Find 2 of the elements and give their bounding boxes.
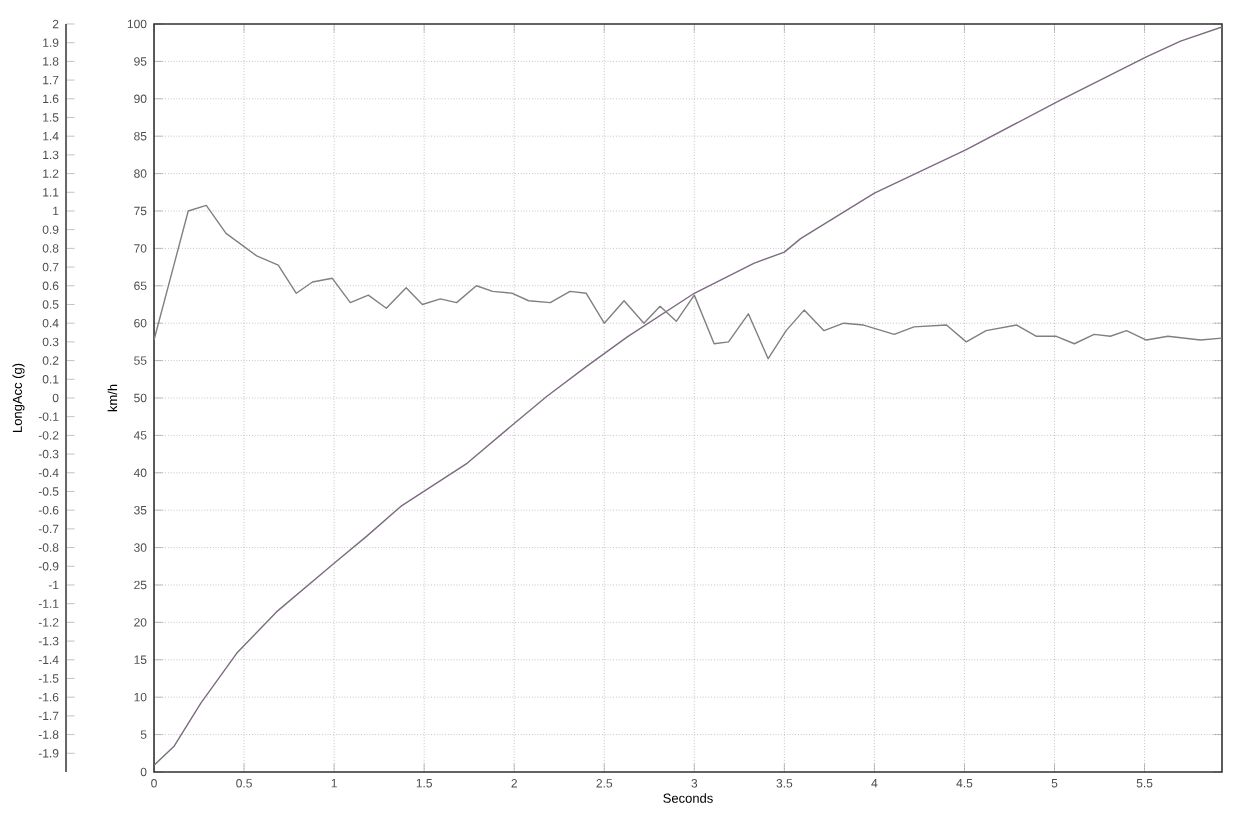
line-series (154, 26, 1222, 766)
line-series (154, 204, 1222, 360)
